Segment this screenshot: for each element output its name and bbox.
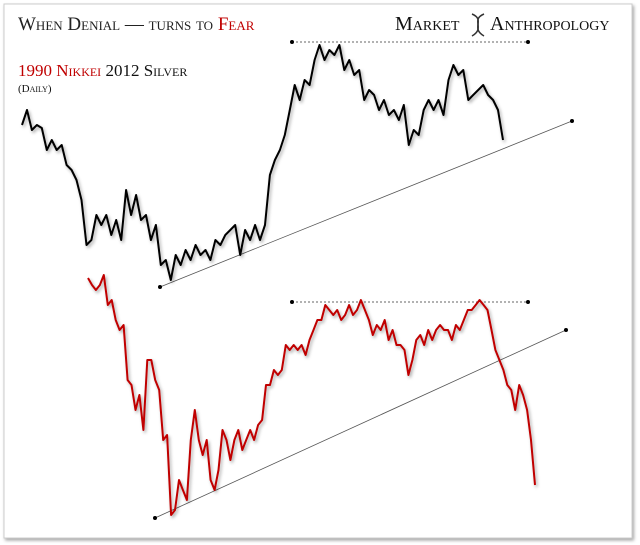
legend-entry: 2012 Silver — [105, 61, 187, 80]
legend: 1990 Nikkei 2012 Silver — [18, 61, 187, 80]
frame — [3, 3, 633, 539]
trend-line — [154, 329, 567, 519]
title-emphasis: Fear — [218, 14, 255, 35]
brand-icon — [471, 13, 485, 37]
brand-right: Anthropology — [490, 13, 609, 35]
brand-left: Market — [395, 13, 460, 35]
trend-line — [159, 120, 573, 288]
annotations — [153, 40, 574, 520]
legend-entry: 1990 Nikkei — [18, 61, 101, 80]
title-main: When Denial — turns to — [18, 14, 213, 35]
series-line — [21, 44, 504, 281]
note: (Daily) — [18, 83, 52, 95]
chart-title: When Denial — turns to Fear — [18, 14, 255, 35]
series-line — [87, 274, 536, 516]
endpoints — [153, 40, 574, 520]
